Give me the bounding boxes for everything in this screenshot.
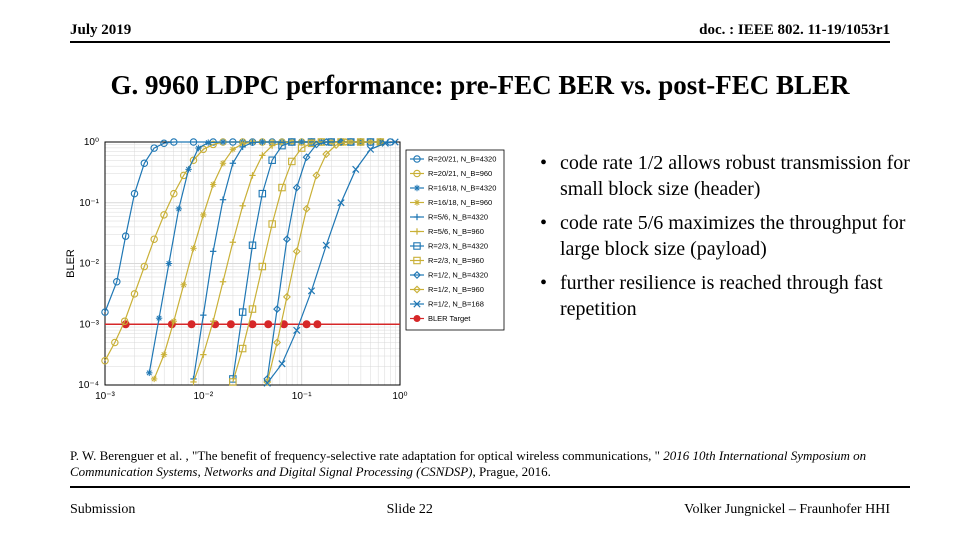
bullets: code rate 1/2 allows robust transmission… [510, 130, 910, 420]
svg-text:10⁻¹: 10⁻¹ [79, 198, 99, 209]
footer: Submission Slide 22 Volker Jungnickel – … [70, 502, 890, 518]
chart: 10⁻³10⁻²10⁻¹10⁰10⁻⁴10⁻³10⁻²10⁻¹10⁰BLERR=… [60, 130, 510, 410]
svg-text:R=16/18, N_B=960: R=16/18, N_B=960 [428, 198, 492, 207]
svg-text:R=5/6, N_B=4320: R=5/6, N_B=4320 [428, 213, 488, 222]
bullet-item: further resilience is reached through fa… [540, 270, 910, 322]
svg-text:R=1/2, N_B=168: R=1/2, N_B=168 [428, 300, 484, 309]
header: July 2019 doc. : IEEE 802. 11-19/1053r1 [70, 22, 890, 43]
content: 10⁻³10⁻²10⁻¹10⁰10⁻⁴10⁻³10⁻²10⁻¹10⁰BLERR=… [60, 130, 910, 420]
svg-text:10⁻³: 10⁻³ [95, 391, 115, 402]
header-date: July 2019 [70, 22, 131, 39]
bullet-item: code rate 1/2 allows robust transmission… [540, 150, 910, 202]
svg-text:BLER Target: BLER Target [428, 314, 471, 323]
svg-text:10⁻³: 10⁻³ [79, 319, 99, 330]
svg-text:R=5/6, N_B=960: R=5/6, N_B=960 [428, 227, 484, 236]
citation-text: P. W. Berenguer et al. , "The benefit of… [70, 448, 663, 463]
citation-tail: , Prague, 2016. [473, 464, 551, 479]
citation: P. W. Berenguer et al. , "The benefit of… [70, 448, 910, 489]
svg-text:R=2/3, N_B=960: R=2/3, N_B=960 [428, 256, 484, 265]
bullet-item: code rate 5/6 maximizes the throughput f… [540, 210, 910, 262]
svg-text:R=20/21, N_B=960: R=20/21, N_B=960 [428, 169, 492, 178]
svg-text:10⁻¹: 10⁻¹ [292, 391, 312, 402]
page-title: G. 9960 LDPC performance: pre-FEC BER vs… [0, 70, 960, 101]
footer-center: Slide 22 [387, 502, 433, 518]
header-doc: doc. : IEEE 802. 11-19/1053r1 [699, 22, 890, 39]
footer-left: Submission [70, 502, 135, 518]
svg-text:10⁰: 10⁰ [84, 137, 99, 148]
svg-text:R=2/3, N_B=4320: R=2/3, N_B=4320 [428, 242, 488, 251]
svg-text:R=1/2, N_B=960: R=1/2, N_B=960 [428, 285, 484, 294]
svg-text:10⁻²: 10⁻² [193, 391, 213, 402]
svg-text:BLER: BLER [65, 249, 77, 278]
svg-text:R=1/2, N_B=4320: R=1/2, N_B=4320 [428, 271, 488, 280]
svg-text:R=20/21, N_B=4320: R=20/21, N_B=4320 [428, 155, 496, 164]
svg-text:10⁻⁴: 10⁻⁴ [78, 380, 99, 391]
svg-text:R=16/18, N_B=4320: R=16/18, N_B=4320 [428, 184, 496, 193]
svg-text:10⁻²: 10⁻² [79, 259, 99, 270]
svg-text:10⁰: 10⁰ [392, 391, 407, 402]
footer-right: Volker Jungnickel – Fraunhofer HHI [684, 502, 890, 518]
